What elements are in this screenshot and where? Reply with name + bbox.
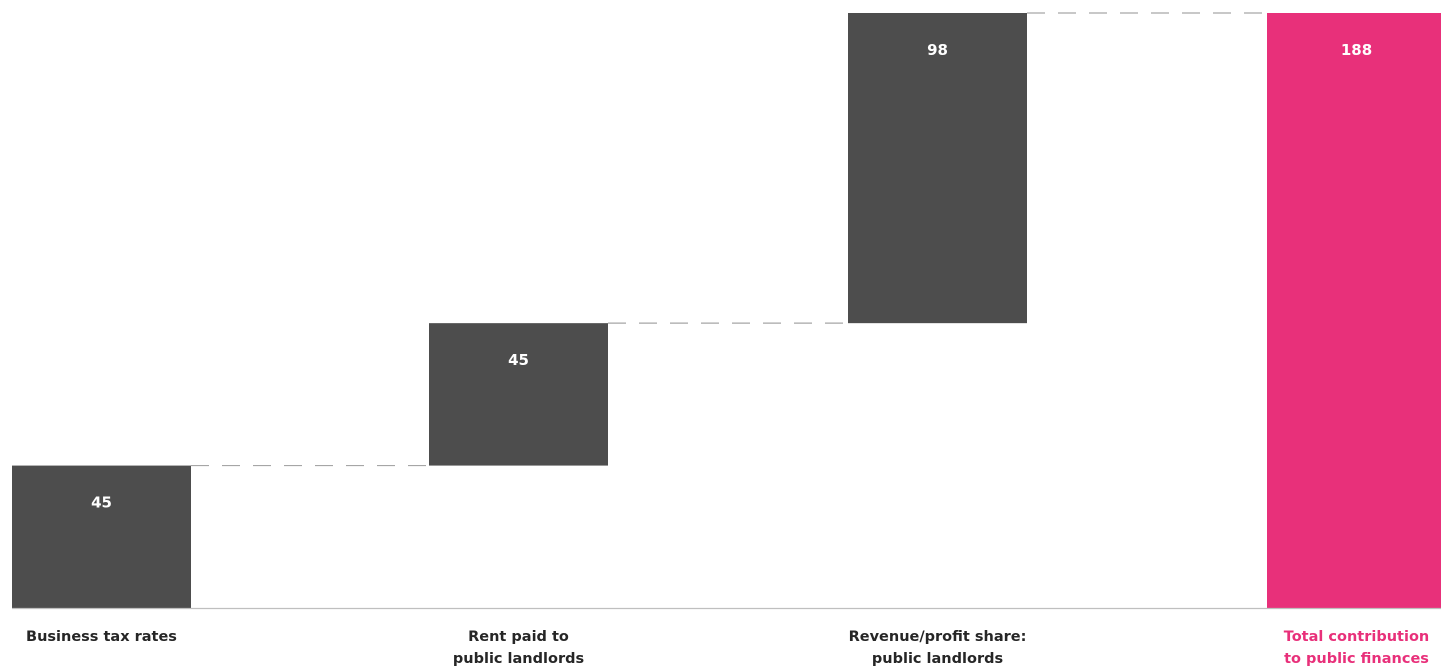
bars-group — [12, 13, 1441, 608]
bar-value-total: 188 — [1341, 41, 1372, 59]
bar-value-3: 98 — [927, 41, 948, 59]
category-label-line: public landlords — [872, 651, 1003, 667]
bar-value-1: 45 — [91, 494, 112, 512]
bar-total — [1267, 13, 1441, 608]
value-labels-group: 45 45 98 188 — [91, 41, 1372, 512]
category-label-2: Rent paid to public landlords — [453, 629, 584, 667]
bar-1 — [12, 465, 191, 608]
bar-value-2: 45 — [508, 351, 529, 369]
category-labels-group: Business tax rates Rent paid to public lan… — [26, 629, 1429, 667]
bar-2 — [429, 323, 608, 466]
category-label-3: Revenue/profit share: public landlords — [849, 629, 1027, 667]
category-label-line: Total contribution — [1284, 629, 1429, 645]
category-label-line: to public finances — [1284, 651, 1429, 667]
category-label-1: Business tax rates — [26, 629, 177, 645]
connector-lines — [191, 12, 1267, 467]
category-label-line: Business tax rates — [26, 629, 177, 645]
bar-3 — [848, 13, 1027, 324]
category-label-line: public landlords — [453, 651, 584, 667]
category-label-line: Rent paid to — [468, 629, 569, 645]
category-label-line: Revenue/profit share: — [849, 629, 1027, 645]
category-label-total: Total contribution to public finances — [1284, 629, 1429, 667]
